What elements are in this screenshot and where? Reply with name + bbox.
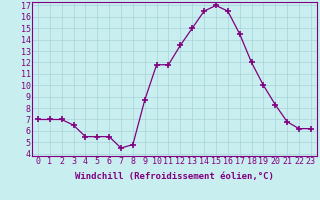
X-axis label: Windchill (Refroidissement éolien,°C): Windchill (Refroidissement éolien,°C) xyxy=(75,172,274,181)
